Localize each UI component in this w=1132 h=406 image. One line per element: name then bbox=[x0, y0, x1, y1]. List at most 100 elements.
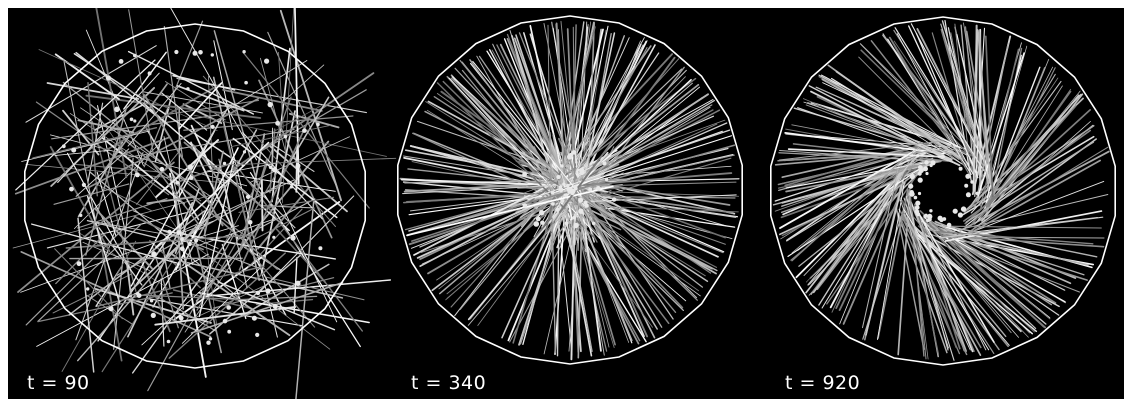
particle bbox=[272, 167, 278, 173]
filament bbox=[935, 230, 1094, 245]
particle bbox=[913, 195, 918, 200]
filament bbox=[129, 293, 241, 301]
filament bbox=[820, 74, 962, 149]
filament bbox=[193, 114, 387, 157]
particle bbox=[908, 183, 914, 189]
filament bbox=[89, 171, 243, 302]
filament bbox=[779, 149, 939, 163]
filament bbox=[971, 77, 1059, 207]
particle bbox=[114, 106, 120, 113]
filament bbox=[889, 36, 976, 177]
particle bbox=[247, 220, 253, 225]
particle bbox=[604, 177, 609, 182]
filament bbox=[146, 195, 197, 205]
filament bbox=[940, 23, 989, 177]
container-boundary bbox=[769, 16, 1116, 366]
particle bbox=[522, 203, 528, 208]
filament bbox=[787, 148, 944, 158]
filament bbox=[127, 50, 255, 115]
filament bbox=[877, 188, 909, 339]
particle bbox=[194, 238, 199, 243]
particle bbox=[189, 175, 194, 180]
particle bbox=[551, 202, 555, 206]
filament bbox=[971, 105, 1077, 225]
particle bbox=[975, 191, 980, 196]
filament bbox=[975, 43, 1009, 202]
particle bbox=[105, 75, 111, 81]
particle bbox=[76, 261, 82, 267]
filament bbox=[965, 141, 1095, 223]
filament bbox=[877, 182, 905, 341]
particle bbox=[272, 303, 278, 309]
filament bbox=[241, 263, 330, 317]
filament bbox=[238, 119, 310, 271]
filament bbox=[12, 194, 215, 249]
filament bbox=[940, 28, 984, 179]
particle bbox=[265, 288, 271, 294]
particle bbox=[924, 160, 929, 165]
particle bbox=[149, 299, 154, 303]
filament bbox=[553, 135, 733, 194]
particle bbox=[245, 194, 251, 199]
filament bbox=[172, 74, 236, 91]
filament-lines bbox=[399, 20, 740, 361]
filament bbox=[903, 213, 982, 356]
filament bbox=[294, 8, 300, 185]
particle bbox=[970, 180, 974, 184]
particle bbox=[960, 206, 967, 212]
filament bbox=[250, 207, 315, 242]
particle bbox=[915, 200, 921, 206]
particle bbox=[909, 173, 915, 180]
filament bbox=[82, 241, 150, 271]
filament bbox=[91, 120, 137, 292]
particle bbox=[923, 214, 927, 219]
filament bbox=[519, 160, 706, 277]
filament bbox=[984, 35, 994, 198]
filament bbox=[86, 219, 158, 239]
particle bbox=[222, 161, 227, 166]
filament bbox=[202, 75, 336, 227]
particle bbox=[210, 124, 215, 129]
filament bbox=[798, 165, 925, 267]
filament bbox=[913, 231, 1034, 335]
filament bbox=[894, 27, 985, 171]
particle bbox=[242, 150, 247, 154]
filament bbox=[97, 184, 153, 212]
filament bbox=[956, 33, 992, 187]
filament-lines bbox=[772, 19, 1110, 361]
filament bbox=[572, 26, 576, 206]
filament bbox=[178, 82, 223, 130]
filament bbox=[797, 107, 954, 163]
particle bbox=[522, 171, 527, 177]
particle bbox=[926, 218, 930, 223]
filament bbox=[75, 148, 130, 197]
particle bbox=[208, 337, 213, 341]
particle bbox=[539, 210, 545, 216]
filament bbox=[276, 195, 338, 323]
filament bbox=[68, 210, 206, 316]
filament bbox=[785, 160, 942, 193]
filament bbox=[560, 20, 580, 217]
particle bbox=[302, 128, 307, 133]
filament bbox=[143, 94, 224, 227]
filament bbox=[128, 9, 155, 159]
filament bbox=[916, 213, 1047, 329]
particle bbox=[133, 119, 137, 123]
filament bbox=[278, 51, 284, 129]
particle bbox=[159, 166, 165, 172]
filament bbox=[21, 130, 149, 162]
filament bbox=[865, 177, 905, 336]
filament bbox=[492, 43, 572, 209]
filament bbox=[295, 201, 315, 399]
particle bbox=[175, 180, 180, 185]
filament bbox=[160, 92, 208, 131]
filament bbox=[101, 243, 184, 373]
particle bbox=[267, 101, 273, 108]
filament bbox=[127, 201, 194, 338]
particle bbox=[584, 203, 589, 208]
filament bbox=[38, 49, 218, 132]
filament bbox=[65, 234, 254, 249]
particle bbox=[917, 191, 922, 196]
filament bbox=[113, 157, 134, 350]
filament bbox=[17, 161, 175, 293]
